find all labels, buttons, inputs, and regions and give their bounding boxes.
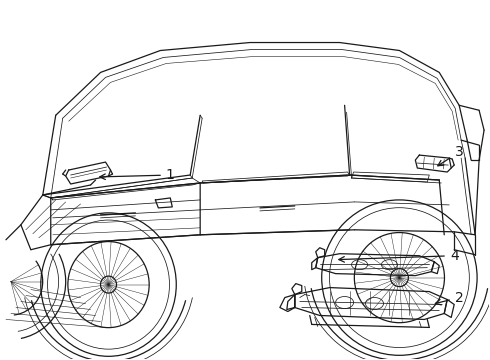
Text: 2: 2 (435, 291, 464, 305)
Text: 4: 4 (339, 249, 459, 263)
Text: 3: 3 (438, 145, 464, 166)
Text: 1: 1 (100, 168, 175, 182)
